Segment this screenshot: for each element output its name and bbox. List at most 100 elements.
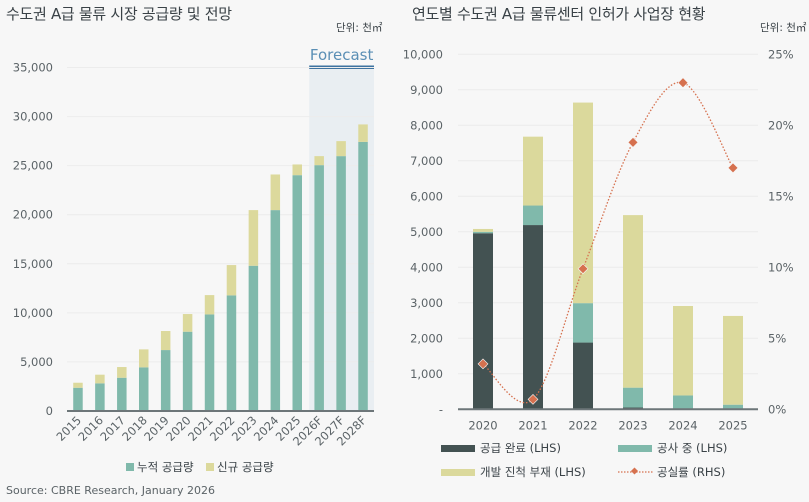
y-tick-label: 7,000	[410, 154, 443, 168]
legend-swatch-under-construction	[618, 444, 652, 452]
y-tick-label: 25,000	[13, 159, 53, 173]
y-tick-label: 2,000	[410, 331, 443, 345]
y-tick-label: 5,000	[20, 355, 53, 369]
vacancy-marker	[477, 358, 489, 370]
bar-cumulative	[292, 175, 302, 411]
y-tick-label: 30,000	[13, 110, 53, 124]
bar-new	[358, 124, 368, 142]
legend-swatch-cumulative	[126, 463, 134, 471]
bar-under-construction	[673, 395, 693, 410]
legend-label: 공실률 (RHS)	[657, 465, 726, 479]
y2-tick-label: 25%	[768, 47, 794, 61]
y2-tick-label: 5%	[768, 331, 786, 345]
y-tick-label: 8,000	[410, 118, 443, 132]
bar-cumulative	[314, 165, 324, 411]
bar-new	[117, 367, 127, 378]
legend-swatch-stalled	[441, 468, 475, 476]
bar-new	[182, 314, 193, 332]
y-tick-label: 9,000	[410, 83, 443, 97]
bar-under-construction	[473, 231, 493, 234]
right-legend-stalled: 개발 진척 부재 (LHS)	[441, 464, 586, 480]
x-tick-label: 2021	[518, 418, 547, 432]
y2-tick-label: 15%	[768, 189, 794, 203]
y-tick-label: 5,000	[410, 225, 443, 239]
y2-tick-label: 20%	[768, 118, 794, 132]
bar-new	[226, 265, 237, 296]
bar-cumulative	[336, 156, 346, 411]
bar-under-construction	[523, 205, 543, 226]
left-chart-unit: 단위: 천㎡	[336, 22, 383, 34]
bar-under-construction	[723, 404, 743, 410]
x-tick-label: 2024	[668, 418, 697, 432]
bar-cumulative	[73, 387, 83, 411]
bar-cumulative	[270, 210, 281, 411]
bar-completed	[523, 225, 543, 410]
right-legend-completed: 공급 완료 (LHS)	[441, 440, 561, 456]
bar-cumulative	[358, 141, 368, 412]
bar-new	[314, 156, 324, 166]
bar-cumulative	[204, 314, 215, 411]
bar-new	[204, 295, 215, 315]
legend-label: 공급 완료 (LHS)	[480, 441, 561, 455]
bar-stalled	[723, 315, 743, 405]
bar-completed	[573, 342, 593, 410]
right-legend-vacancy: 공실률 (RHS)	[618, 464, 725, 480]
y-tick-label: 10,000	[403, 47, 443, 61]
y-tick-label: 35,000	[13, 61, 53, 75]
right-chart-title: 연도별 수도권 A급 물류센터 인허가 사업장 현황	[412, 5, 706, 23]
legend-swatch-new	[206, 463, 214, 471]
y-tick-label: 6,000	[410, 189, 443, 203]
y-tick-label: 0	[46, 404, 53, 418]
bar-new	[292, 164, 302, 176]
bar-cumulative	[95, 383, 105, 411]
y2-tick-label: 10%	[768, 260, 794, 274]
left-chart-title: 수도권 A급 물류 시장 공급량 및 전망	[6, 5, 232, 23]
bar-under-construction	[623, 387, 643, 408]
bar-stalled	[473, 228, 493, 232]
bar-new	[95, 374, 105, 384]
bar-cumulative	[248, 265, 259, 411]
source-note: Source: CBRE Research, January 2026	[6, 484, 215, 497]
vacancy-marker	[527, 393, 539, 405]
bar-new	[139, 349, 149, 368]
bar-new	[248, 210, 259, 266]
x-tick-label: 2025	[718, 418, 747, 432]
bar-cumulative	[182, 331, 193, 411]
bar-new	[73, 382, 83, 388]
bar-under-construction	[573, 303, 593, 343]
bar-new	[160, 331, 171, 351]
right-chart-unit: 단위: 천㎡	[760, 22, 807, 34]
legend-label: 신규 공급량	[217, 460, 274, 474]
bar-cumulative	[160, 350, 171, 411]
bar-new	[270, 174, 281, 211]
right-legend-under-construction: 공사 중 (LHS)	[618, 440, 727, 456]
legend-label: 누적 공급량	[137, 460, 194, 474]
x-tick-label: 2020	[468, 418, 497, 432]
legend-label: 개발 진척 부재 (LHS)	[480, 465, 586, 479]
bar-cumulative	[117, 377, 127, 411]
bar-cumulative	[226, 295, 237, 411]
x-tick-label: 2023	[618, 418, 647, 432]
vacancy-line	[482, 81, 734, 404]
left-legend-cumulative: 누적 공급량	[126, 459, 194, 475]
y2-tick-label: 0%	[768, 402, 786, 416]
legend-swatch-completed	[441, 444, 475, 452]
y-tick-label: 1,000	[410, 367, 443, 381]
y-tick-label: -	[439, 402, 443, 416]
y-tick-label: 4,000	[410, 260, 443, 274]
y-tick-label: 3,000	[410, 296, 443, 310]
vacancy-marker	[677, 77, 689, 89]
bar-stalled	[673, 305, 693, 396]
bar-completed	[473, 233, 493, 410]
bar-stalled	[523, 136, 543, 206]
bar-new	[336, 141, 346, 157]
y-tick-label: 10,000	[13, 306, 53, 320]
vacancy-marker	[727, 162, 739, 174]
left-legend-new: 신규 공급량	[206, 459, 274, 475]
forecast-label: Forecast	[310, 46, 374, 64]
bar-stalled	[573, 102, 593, 304]
bar-cumulative	[139, 367, 149, 411]
y-tick-label: 15,000	[13, 257, 53, 271]
vacancy-marker	[627, 136, 639, 148]
